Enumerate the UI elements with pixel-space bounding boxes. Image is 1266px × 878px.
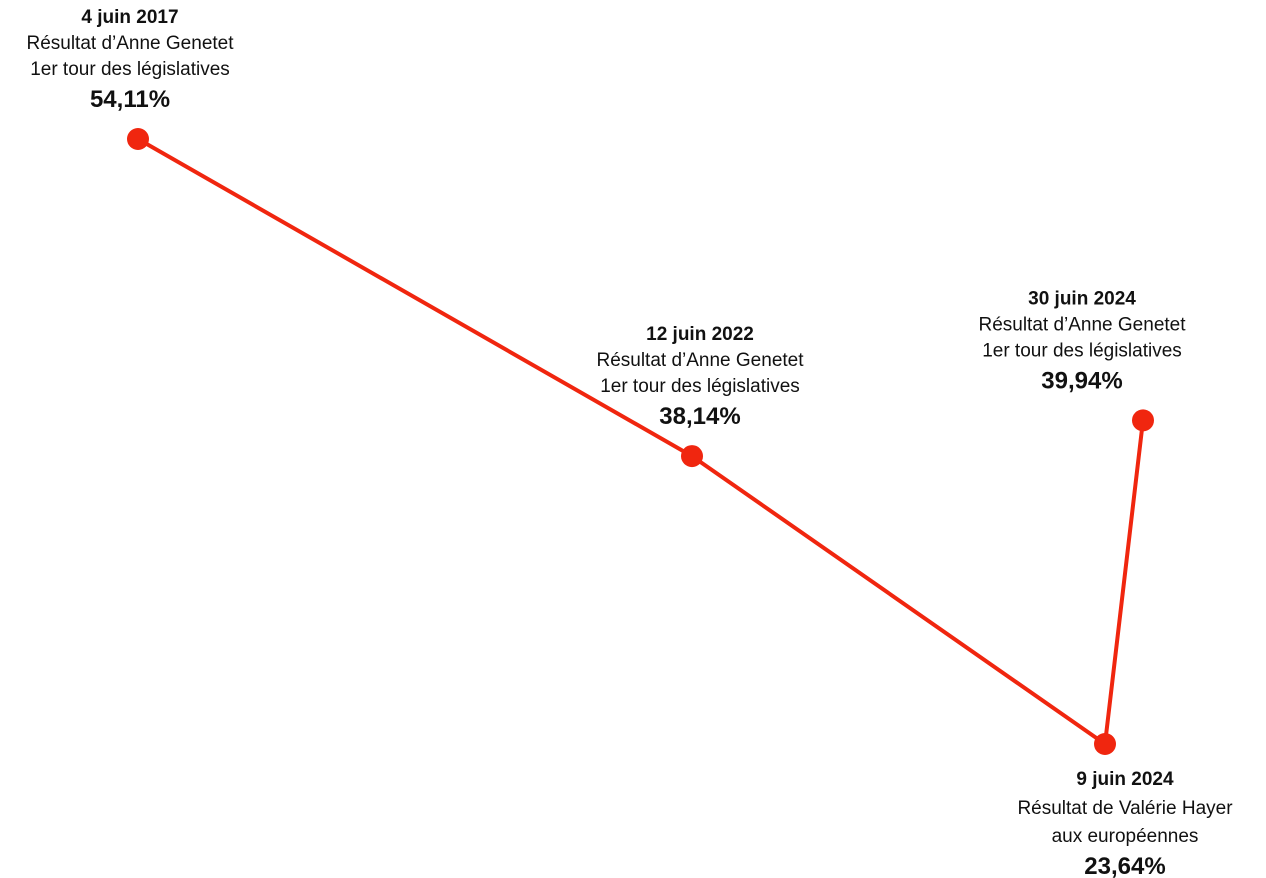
data-point bbox=[1132, 409, 1154, 432]
series-segment bbox=[690, 454, 1107, 746]
point-description-label: Résultat d’Anne Genetet bbox=[596, 350, 804, 371]
series-segment bbox=[1103, 418, 1145, 746]
point-date-label: 12 juin 2022 bbox=[646, 324, 754, 345]
point-date-label: 9 juin 2024 bbox=[1076, 769, 1174, 790]
annotations: 4 juin 2017 Résultat d’Anne Genetet 1er to… bbox=[26, 7, 1233, 878]
data-point bbox=[127, 128, 149, 150]
point-value-label: 54,11% bbox=[90, 86, 170, 113]
point-description-label: Résultat d’Anne Genetet bbox=[978, 314, 1186, 335]
point-value-label: 38,14% bbox=[659, 403, 740, 430]
point-date-label: 4 juin 2017 bbox=[81, 7, 178, 28]
series-lines bbox=[136, 137, 1145, 746]
point-description-label: 1er tour des législatives bbox=[30, 59, 230, 80]
point-description-label: 1er tour des législatives bbox=[600, 376, 800, 397]
point-date-label: 30 juin 2024 bbox=[1028, 288, 1136, 309]
data-point bbox=[1094, 733, 1116, 755]
point-description-label: Résultat d’Anne Genetet bbox=[26, 33, 234, 54]
point-value-label: 23,64% bbox=[1084, 853, 1165, 878]
point-description-label: 1er tour des législatives bbox=[982, 340, 1182, 361]
point-description-label: Résultat de Valérie Hayer bbox=[1017, 798, 1233, 819]
point-description-label: aux européennes bbox=[1052, 826, 1199, 847]
data-points bbox=[127, 128, 1154, 755]
series-segment bbox=[136, 137, 694, 459]
point-value-label: 39,94% bbox=[1041, 367, 1122, 394]
data-point bbox=[681, 445, 703, 468]
